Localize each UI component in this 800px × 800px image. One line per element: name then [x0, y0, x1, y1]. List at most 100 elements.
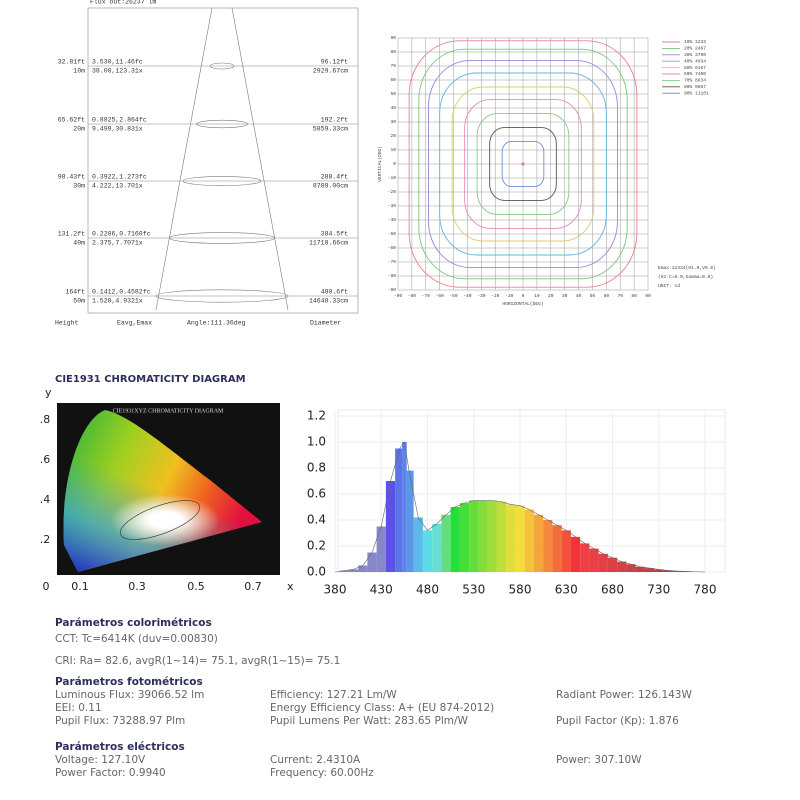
isolux-contour	[418, 48, 628, 280]
illuminance-fc: 0.2206,0.7160fc	[92, 231, 151, 238]
y-tick-label: .4	[40, 493, 51, 506]
beam-ellipse	[169, 232, 275, 244]
x-tick-label: 630	[555, 583, 578, 597]
legend-entry: 40% 4934	[684, 58, 706, 64]
spectrum-curve	[334, 441, 706, 573]
spectrum-bar	[515, 505, 525, 572]
y-tick-label: -10	[388, 175, 397, 181]
y-tick-label: -80	[388, 273, 397, 279]
illuminance-fc: 0.3922,1.273fc	[92, 174, 147, 181]
x-tick-label: 90	[645, 293, 651, 299]
spectrum-bar	[459, 503, 470, 572]
spectrum-bar	[496, 501, 507, 572]
x-tick-label: 50	[590, 293, 596, 299]
spectrum-bar	[478, 500, 488, 572]
spectrum-bar	[376, 526, 386, 572]
spectrum-bar	[672, 571, 682, 572]
param: Power: 307.10W	[556, 754, 642, 766]
x-tick-label: 380	[324, 583, 347, 597]
legend-entry: 50% 6167	[684, 65, 706, 71]
spectrum-bar	[422, 530, 433, 572]
spectrum-bar	[406, 470, 414, 572]
footer-height: Height	[55, 320, 79, 327]
spectrum-bar	[506, 504, 516, 572]
legend-entry: 80% 9867	[684, 84, 706, 90]
x-tick-label: 0.3	[128, 580, 146, 593]
x-tick-label: 20	[548, 293, 554, 299]
x-tick-label: 60	[604, 293, 610, 299]
y-tick-label: 0.6	[307, 487, 326, 501]
x-tick-label: 80	[631, 293, 637, 299]
y-tick-label: -30	[388, 203, 397, 209]
diameter-cm: 5859.33cm	[313, 126, 348, 133]
legend-entry: 30% 3700	[684, 52, 706, 58]
y-tick-label: 60	[390, 77, 396, 83]
spectrum-bar	[432, 523, 442, 572]
spectrum-bar	[654, 569, 664, 572]
y-tick-label: .8	[40, 413, 51, 426]
isolux-contour	[439, 72, 607, 256]
spectrum-bar	[543, 520, 553, 572]
param: Pupil Lumens Per Watt: 283.65 Plm/W	[270, 715, 469, 727]
footer-angle: Angle:111.36deg	[187, 320, 246, 327]
illuminance-lx: 38.00,123.31x	[92, 68, 143, 75]
cie-image	[57, 403, 280, 575]
spectrum-bar	[385, 481, 396, 572]
param: Current: 2.4310A	[270, 754, 361, 766]
x-tick-label: -90	[394, 293, 403, 299]
y-tick-label: 90	[390, 35, 396, 41]
illuminance-lx: 4.222,13.701x	[92, 183, 143, 190]
planck-locus	[119, 500, 201, 540]
x-tick-label: -20	[491, 293, 500, 299]
x-tick-label: -30	[477, 293, 486, 299]
x-tick-label: -80	[408, 293, 417, 299]
x-tick-label: 0	[43, 580, 50, 593]
x-tick-label: -10	[505, 293, 514, 299]
x-tick-label: 0.5	[187, 580, 205, 593]
x-tick-label: -40	[463, 293, 472, 299]
x-tick-label: 430	[370, 583, 393, 597]
cone-edge	[155, 7, 213, 311]
y-tick-label: -70	[388, 259, 397, 265]
cct: CCT: Tc=6414K (duv=0.00830)	[55, 633, 218, 645]
height-m: 40m	[73, 240, 85, 247]
height-m: 30m	[73, 183, 85, 190]
diameter-ft: 96.12ft	[321, 59, 348, 66]
y-tick-label: 50	[390, 91, 396, 97]
y-tick-label: .6	[40, 453, 51, 466]
spectrum-bar	[348, 569, 359, 572]
beam-ellipse	[182, 176, 262, 186]
diameter-cm: 11718.66cm	[309, 240, 348, 247]
isolux-contour	[408, 40, 638, 288]
spectrum-bar	[589, 548, 599, 572]
height-ft: 164ft	[65, 289, 85, 296]
y-tick-label: .2	[40, 533, 51, 546]
x-tick-label: 40	[576, 293, 582, 299]
x-tick-label: -60	[436, 293, 445, 299]
x-axis-label: x	[287, 580, 294, 593]
isolux-contour	[451, 86, 595, 242]
section-title: Parámetros fotométricos	[55, 676, 203, 688]
height-ft: 131.2ft	[58, 231, 85, 238]
spectrum-bar	[367, 552, 377, 572]
note: (H1:C=0.0,Gamma=0.0)	[658, 274, 713, 280]
x-tick-label: -50	[449, 293, 458, 299]
spectrum-bar	[487, 500, 497, 572]
x-tick-label: 580	[509, 583, 532, 597]
spectrum-bar	[626, 564, 636, 572]
y-tick-label: 70	[390, 63, 396, 69]
spectrum-bar	[635, 566, 645, 572]
y-tick-label: 1.0	[307, 435, 326, 449]
section-title: Parámetros eléctricos	[55, 741, 185, 753]
cone-edge	[231, 7, 289, 311]
footer-diameter: Diameter	[310, 320, 341, 327]
param: Luminous Flux: 39066.52 lm	[55, 689, 204, 701]
spectrum-bar	[663, 570, 673, 572]
y-tick-label: 10	[390, 147, 396, 153]
spectrum-bar	[524, 509, 534, 572]
cie-white-region	[110, 494, 220, 546]
x-tick-label: 780	[694, 583, 717, 597]
height-m: 50m	[73, 298, 85, 305]
isolux-contour	[476, 113, 570, 215]
spectrum-bar	[552, 525, 562, 572]
